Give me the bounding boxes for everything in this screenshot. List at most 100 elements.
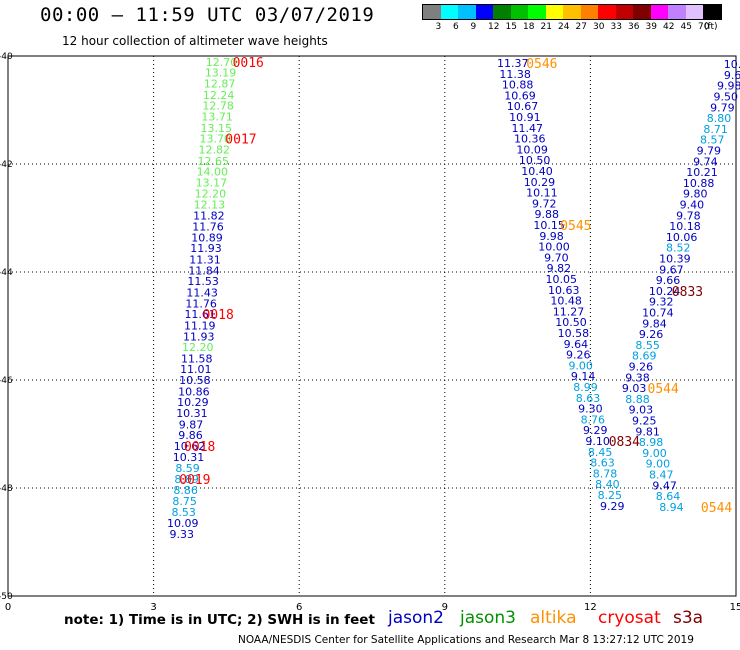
x-tick-label: 3 [150, 602, 156, 613]
wave-height-label: 9.98 [717, 80, 740, 93]
wave-height-label: 9.14 [571, 370, 596, 383]
wave-height-label: 9.87 [179, 418, 204, 431]
wave-height-label: 9.38 [625, 371, 650, 384]
wave-height-label: 12.82 [199, 143, 231, 156]
wave-height-label: 10.40 [521, 165, 553, 178]
legend-swatch [598, 5, 616, 19]
wave-height-label: 8.25 [598, 489, 623, 502]
legend-swatch [685, 5, 703, 19]
time-label: 0018 [184, 440, 215, 455]
wave-height-label: 9.10 [585, 435, 610, 448]
x-tick-label: 9 [442, 602, 448, 613]
y-tick-label: -46 [0, 376, 13, 386]
wave-height-label: 13.19 [205, 67, 237, 80]
wave-height-label: 12.20 [182, 341, 214, 354]
wave-height-label: 9.81 [635, 425, 660, 438]
wave-height-label: 13.17 [196, 176, 228, 189]
wave-height-label: 8.57 [700, 134, 725, 147]
wave-height-label: 11.61 [184, 308, 216, 321]
wave-height-label: 8.63 [590, 457, 615, 470]
wave-height-label: 10.48 [550, 295, 582, 308]
wave-height-label: 10.15 [533, 219, 565, 232]
wave-height-label: 9.82 [547, 262, 572, 275]
y-tick-label: -48 [0, 484, 13, 494]
wave-height-label: 10.39 [659, 253, 691, 266]
satellite-label-altika: altika [530, 608, 577, 628]
wave-height-label: 10.05 [546, 273, 578, 286]
wave-height-label: 9.86 [178, 429, 203, 442]
legend-swatch [563, 5, 581, 19]
x-tick-label: 12 [584, 602, 597, 613]
time-label: 0017 [225, 133, 256, 148]
wave-height-label: 13.71 [201, 110, 233, 123]
legend-labels: 3 6 9 12 15 18 21 24 27 30 33 36 39 42 45 70 (ft) [422, 20, 722, 34]
wave-height-label: 8.52 [666, 242, 691, 255]
page-title: 00:00 – 11:59 UTC 03/07/2019 [40, 4, 375, 26]
legend-bin-label: 15 [505, 22, 517, 32]
wave-height-label: 11.84 [188, 264, 220, 277]
wave-height-label: 10.36 [514, 133, 546, 146]
legend-swatch [493, 5, 511, 19]
wave-height-label: 8.78 [593, 467, 618, 480]
y-tick-label: -50 [0, 592, 13, 602]
wave-height-label: 12.87 [204, 78, 236, 91]
time-label: 0018 [202, 308, 233, 323]
wave-height-label: 10.9 [724, 58, 740, 71]
legend-swatch [423, 5, 441, 19]
wave-height-label: 9.78 [676, 209, 701, 222]
wave-height-label: 9.67 [659, 263, 684, 276]
wave-height-label: 9.33 [169, 528, 194, 541]
wave-height-label: 10.88 [502, 79, 534, 92]
wave-height-label: 9.79 [697, 145, 722, 158]
plot-frame [7, 55, 737, 597]
wave-height-label: 8.99 [573, 381, 598, 394]
wave-height-label: 10.06 [666, 231, 698, 244]
wave-height-label: 8.69 [632, 350, 657, 363]
y-tick-label: -44 [0, 268, 13, 278]
legend-swatch [510, 5, 528, 19]
wave-height-label: 8.64 [656, 490, 681, 503]
wave-height-label: 8.80 [707, 112, 732, 125]
wave-height-label: 11.43 [186, 287, 218, 300]
wave-height-label: 11.82 [193, 209, 225, 222]
x-tick-label: 0 [5, 602, 11, 613]
wave-height-label: 9.84 [642, 317, 667, 330]
legend-bin-label: 3 [435, 22, 442, 32]
wave-height-label: 8.59 [175, 462, 200, 475]
wave-height-label: 9.70 [544, 251, 569, 264]
wave-height-label: 10.88 [683, 177, 715, 190]
time-label: 0016 [233, 56, 264, 71]
time-label: 0546 [526, 57, 557, 72]
wave-height-label: 11.58 [181, 352, 213, 365]
wave-height-label: 10.63 [548, 284, 580, 297]
wave-height-label: 9.66 [656, 274, 681, 287]
wave-height-label: 11.47 [512, 122, 544, 135]
wave-height-label: 11.93 [183, 330, 215, 343]
page-subtitle: 12 hour collection of altimeter wave hei… [62, 34, 328, 48]
wave-height-label: 9.40 [680, 199, 705, 212]
wave-height-label: 13.70 [199, 133, 231, 146]
wave-height-label: 10.50 [555, 316, 587, 329]
wave-height-label: 14.00 [197, 166, 229, 179]
wave-height-label: 9.26 [566, 349, 591, 362]
wave-height-label: 8.71 [703, 123, 728, 136]
wave-height-label: 9.30 [578, 403, 603, 416]
legend-swatch [580, 5, 598, 19]
legend-swatch [475, 5, 493, 19]
note-text: note: 1) Time is in UTC; 2) SWH is in fe… [64, 612, 375, 628]
wave-height-label: 11.53 [187, 275, 219, 288]
legend-bin-label: 39 [645, 22, 657, 32]
wave-height-label: 10.31 [176, 407, 208, 420]
satellite-label-jason3: jason3 [460, 608, 516, 628]
legend-swatch [615, 5, 633, 19]
wave-height-label: 12.65 [198, 155, 230, 168]
x-tick-label: 6 [296, 602, 302, 613]
wave-height-label: 12.70 [206, 56, 238, 69]
legend-swatch [458, 5, 476, 19]
wave-height-label: 10.09 [167, 517, 199, 530]
legend-bin-label: 6 [453, 22, 459, 32]
wave-height-label: 9.64 [564, 338, 589, 351]
legend-bin-label: 27 [575, 22, 587, 32]
wave-height-label: 11.93 [190, 242, 222, 255]
